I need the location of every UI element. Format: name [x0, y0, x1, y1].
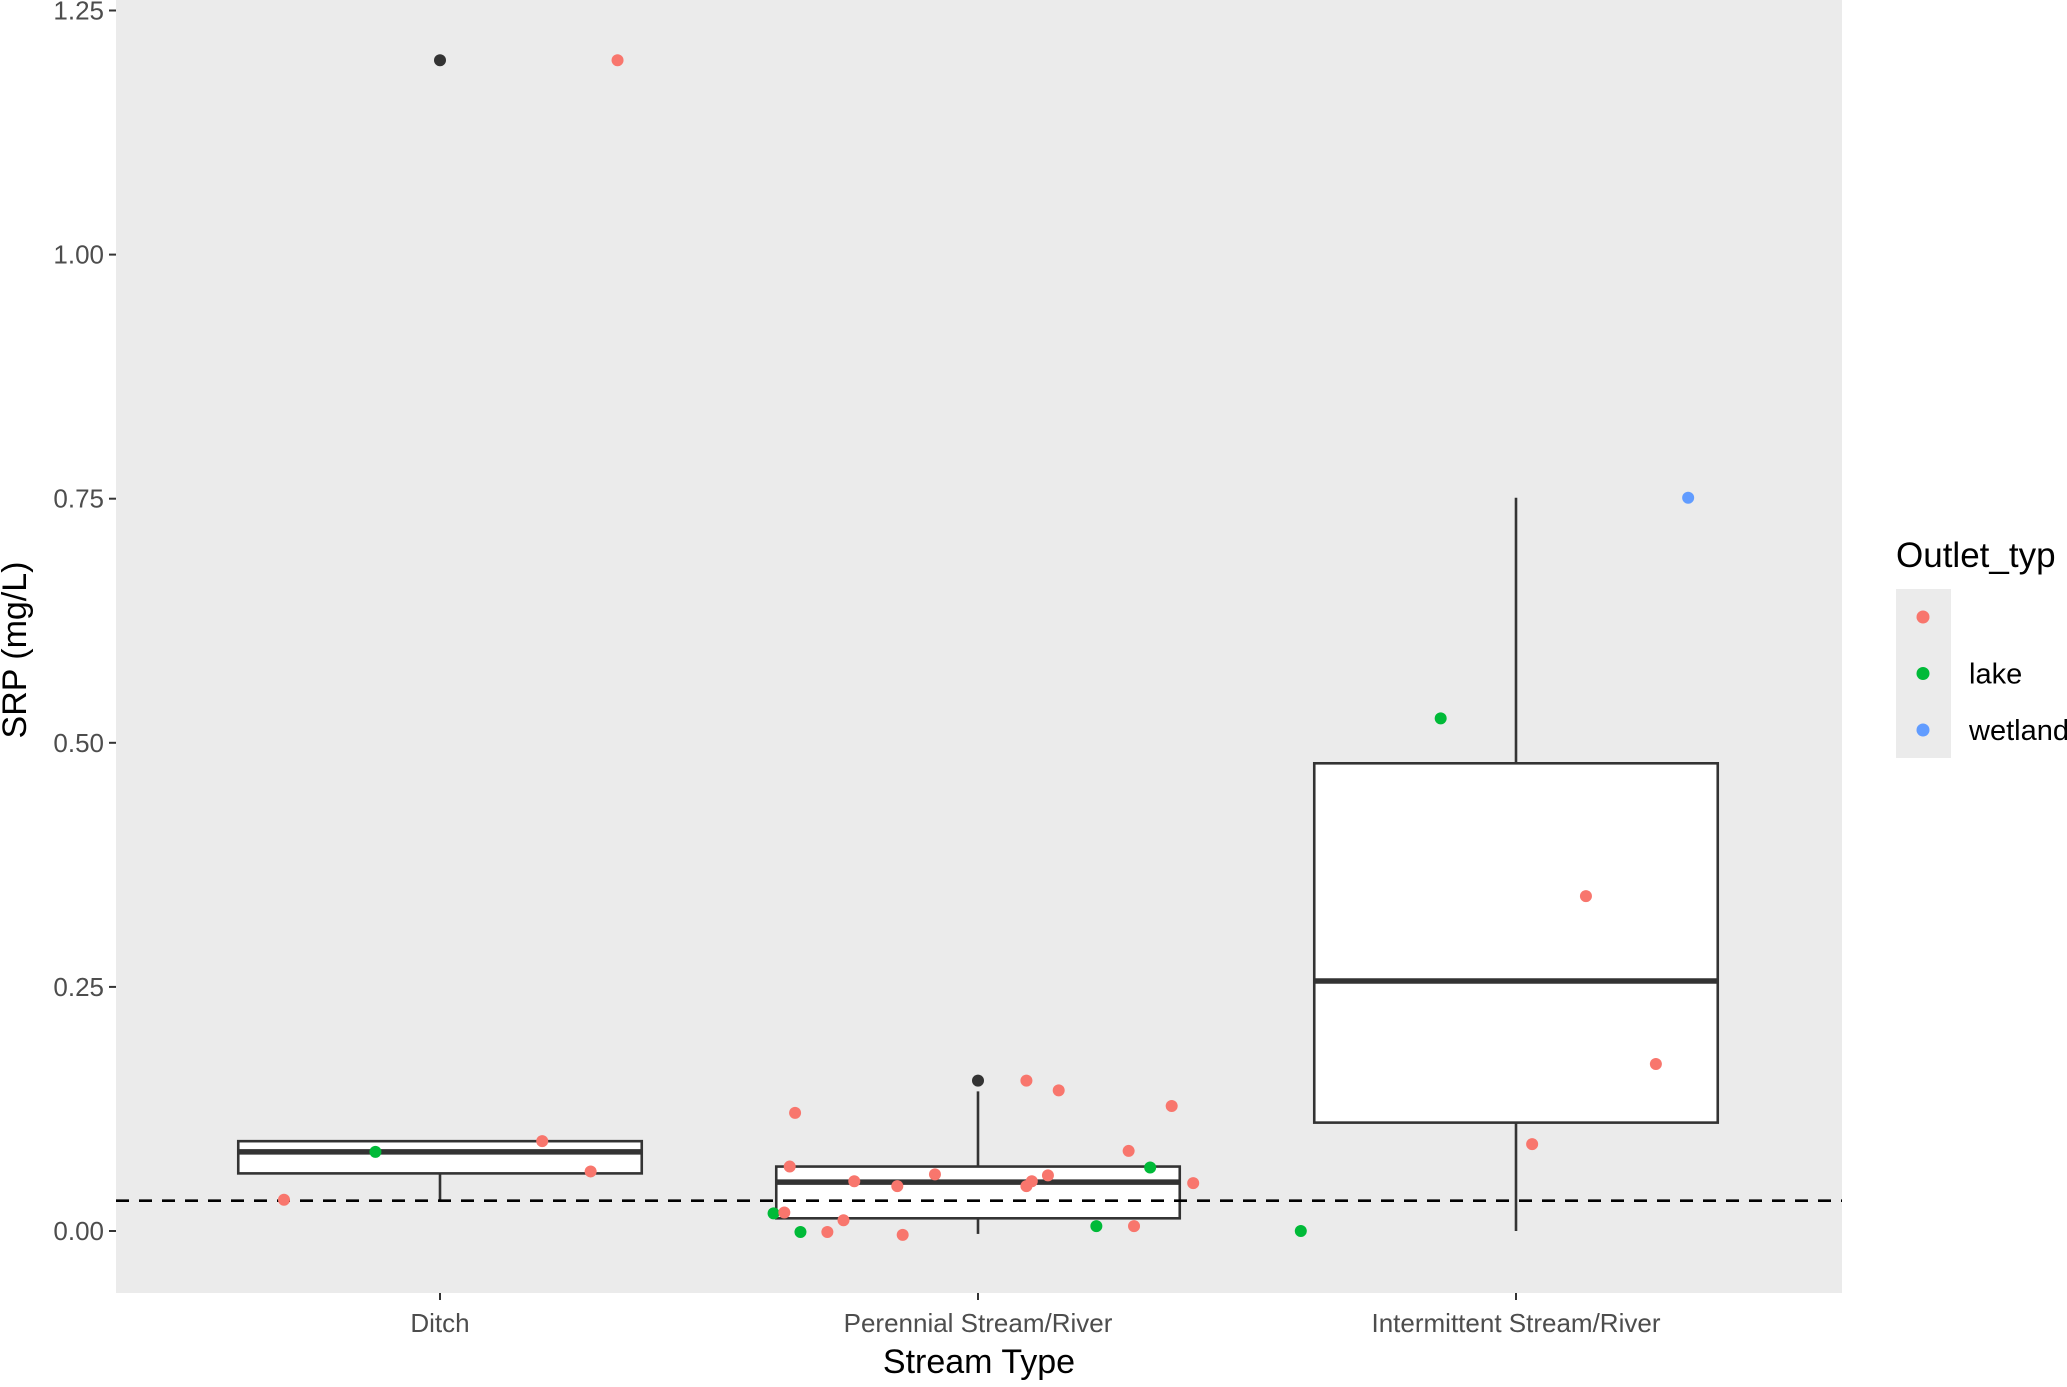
data-point — [1649, 1058, 1662, 1071]
data-point — [1294, 1225, 1307, 1237]
data-point — [1579, 890, 1592, 903]
data-point — [369, 1145, 382, 1158]
data-point — [837, 1214, 850, 1227]
data-point — [896, 1228, 909, 1241]
data-point — [1165, 1100, 1178, 1113]
data-point — [611, 54, 624, 67]
outlier-point — [434, 54, 446, 67]
y-tick-label: 0.75 — [53, 484, 104, 514]
data-point — [848, 1175, 861, 1188]
y-tick-label: 1.25 — [53, 0, 104, 26]
x-axis-title: Stream Type — [883, 1343, 1075, 1381]
points — [277, 54, 1695, 1241]
data-point — [1122, 1144, 1135, 1157]
boxes — [236, 54, 1720, 1234]
box — [774, 1165, 1182, 1220]
x-tick-label: Intermittent Stream/River — [1372, 1308, 1661, 1338]
x-tick-label: Perennial Stream/River — [844, 1308, 1113, 1338]
data-point — [1020, 1074, 1033, 1087]
data-point — [1052, 1084, 1065, 1097]
legend: Outlet_typ lake wetland — [1896, 536, 2067, 758]
legend-key-dot — [1916, 667, 1930, 680]
data-point — [277, 1193, 290, 1206]
data-point — [536, 1135, 549, 1148]
data-point — [1682, 491, 1695, 504]
data-point — [821, 1225, 834, 1238]
legend-key-dot — [1916, 723, 1930, 737]
data-point — [928, 1168, 941, 1181]
data-point — [1144, 1161, 1157, 1174]
outlier-point — [972, 1074, 984, 1087]
data-point — [1090, 1220, 1103, 1233]
y-axis-title: SRP (mg/L) — [0, 562, 34, 739]
data-point — [1434, 712, 1447, 725]
data-point — [789, 1106, 802, 1119]
data-point — [584, 1165, 597, 1178]
data-point — [783, 1160, 796, 1173]
legend-label: wetland — [1968, 715, 2067, 747]
legend-label: lake — [1969, 659, 2022, 691]
axis-ticks: 0.00 0.25 0.50 0.75 1.00 1.25 Ditch Perennial S… — [53, 0, 1660, 1338]
legend-key-dot — [1916, 610, 1930, 624]
y-tick-label: 1.00 — [53, 240, 104, 270]
data-point — [1025, 1175, 1038, 1188]
y-tick-label: 0.00 — [53, 1216, 104, 1246]
data-point — [767, 1207, 780, 1220]
y-tick-label: 0.50 — [53, 728, 104, 758]
data-point — [1041, 1169, 1054, 1182]
data-point — [1526, 1138, 1539, 1151]
box — [236, 1139, 644, 1175]
data-point — [794, 1225, 807, 1238]
x-tick-label: Ditch — [410, 1308, 469, 1338]
legend-title: Outlet_typ — [1896, 536, 2056, 575]
data-point — [1187, 1177, 1200, 1190]
data-point — [1128, 1220, 1141, 1233]
y-tick-label: 0.25 — [53, 972, 104, 1002]
data-point — [778, 1206, 791, 1219]
data-point — [891, 1180, 904, 1193]
